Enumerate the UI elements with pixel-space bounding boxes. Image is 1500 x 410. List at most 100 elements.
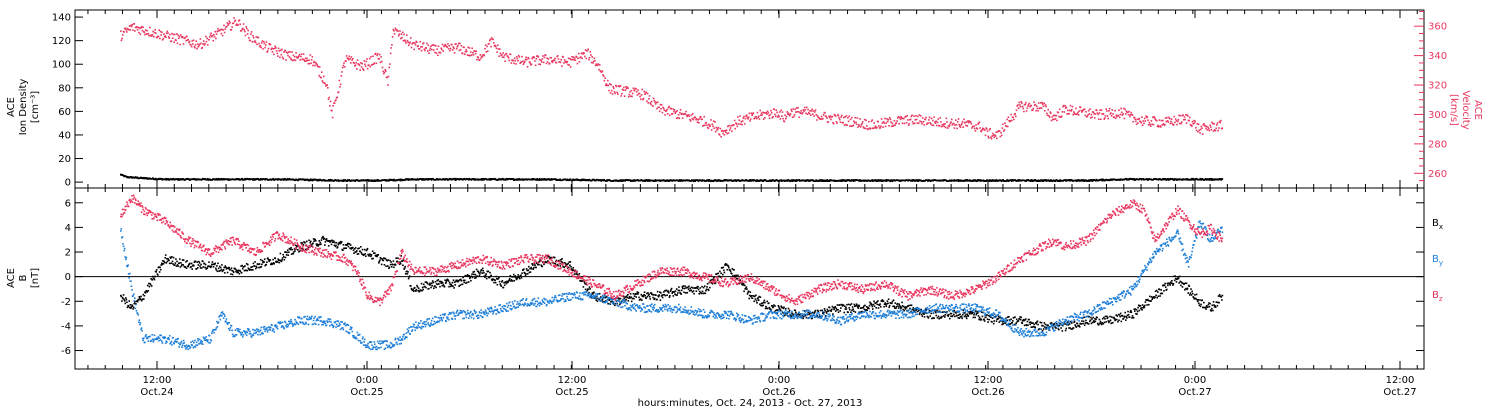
bx-point [435, 283, 438, 285]
bx-point [361, 248, 364, 251]
bx-point [392, 260, 395, 262]
bx-point [669, 294, 671, 297]
bx-point [223, 266, 225, 269]
velocity-point [758, 115, 760, 117]
velocity-point [1137, 122, 1139, 124]
bx-point [684, 292, 687, 294]
velocity-point [1172, 124, 1175, 126]
velocity-point [991, 135, 993, 137]
velocity-point [557, 55, 559, 57]
density-point [1077, 180, 1079, 182]
velocity-point [966, 125, 969, 127]
bx-point [532, 264, 534, 266]
velocity-point [857, 124, 860, 126]
velocity-point [265, 44, 267, 46]
velocity-point [410, 46, 413, 49]
bx-point [285, 254, 288, 256]
density-point [821, 180, 823, 182]
velocity-point [940, 125, 943, 128]
velocity-point [677, 114, 680, 116]
bx-point [387, 265, 389, 267]
density-point [1208, 178, 1211, 180]
bx-point [407, 277, 410, 280]
velocity-point [923, 124, 925, 126]
bx-point [837, 311, 840, 313]
velocity-point [455, 43, 457, 45]
velocity-point [971, 127, 973, 129]
velocity-point [635, 88, 637, 90]
velocity-point [515, 56, 518, 58]
bx-point [596, 300, 599, 302]
velocity-point [1130, 111, 1132, 114]
velocity-point [884, 125, 887, 128]
velocity-point [1049, 111, 1051, 113]
velocity-point [252, 36, 255, 39]
bx-point [583, 281, 586, 284]
velocity-point [318, 74, 320, 77]
velocity-point [738, 119, 741, 122]
velocity-point [584, 55, 586, 58]
velocity-point [793, 113, 796, 116]
velocity-point [368, 57, 371, 60]
bx-point [619, 303, 621, 306]
bx-point [584, 282, 586, 285]
velocity-point [968, 120, 971, 122]
velocity-point [1162, 119, 1164, 122]
density-point [505, 179, 507, 181]
bx-point [530, 267, 533, 270]
velocity-point [503, 56, 505, 58]
bx-point [301, 242, 304, 244]
density-point [1164, 178, 1167, 180]
velocity-point [412, 42, 415, 44]
bx-point [209, 266, 212, 269]
bx-point [354, 247, 357, 249]
bx-point [747, 291, 749, 294]
density-point [329, 178, 332, 181]
velocity-point [813, 115, 815, 117]
density-point [889, 180, 892, 183]
bx-point [311, 245, 313, 247]
bx-point [569, 261, 572, 263]
bx-point [761, 302, 764, 304]
velocity-point [642, 97, 645, 100]
density-point [307, 179, 310, 182]
velocity-point [601, 70, 604, 72]
velocity-point [220, 32, 223, 35]
density-point [1049, 180, 1052, 182]
bx-point [170, 257, 172, 259]
bx-point [451, 281, 454, 284]
bx-point [704, 292, 707, 295]
bx-point [180, 262, 182, 264]
velocity-point [708, 123, 710, 126]
velocity-point [961, 120, 964, 123]
velocity-point [900, 115, 902, 118]
bx-point [729, 269, 731, 271]
bx-point [766, 307, 769, 310]
velocity-point [686, 115, 689, 118]
density-point [227, 179, 229, 181]
velocity-point [874, 126, 876, 129]
bx-point [625, 295, 628, 297]
velocity-point [419, 40, 421, 43]
bx-point [325, 238, 328, 240]
bx-point [153, 277, 155, 280]
bx-point [628, 295, 631, 298]
velocity-point [562, 56, 564, 58]
velocity-point [969, 120, 972, 123]
velocity-point [513, 62, 515, 65]
velocity-point [392, 28, 395, 31]
bx-point [688, 290, 691, 292]
bx-point [388, 267, 390, 270]
velocity-point [870, 120, 873, 123]
bx-point [623, 295, 625, 298]
velocity-point [975, 124, 977, 126]
velocity-point [942, 124, 944, 127]
bx-point [258, 266, 260, 269]
density-point [1199, 177, 1202, 180]
velocity-point [987, 135, 989, 138]
density-point [370, 180, 373, 182]
velocity-point [281, 48, 283, 51]
velocity-point [1209, 124, 1211, 127]
bx-point [218, 270, 220, 272]
bx-point [562, 265, 564, 268]
